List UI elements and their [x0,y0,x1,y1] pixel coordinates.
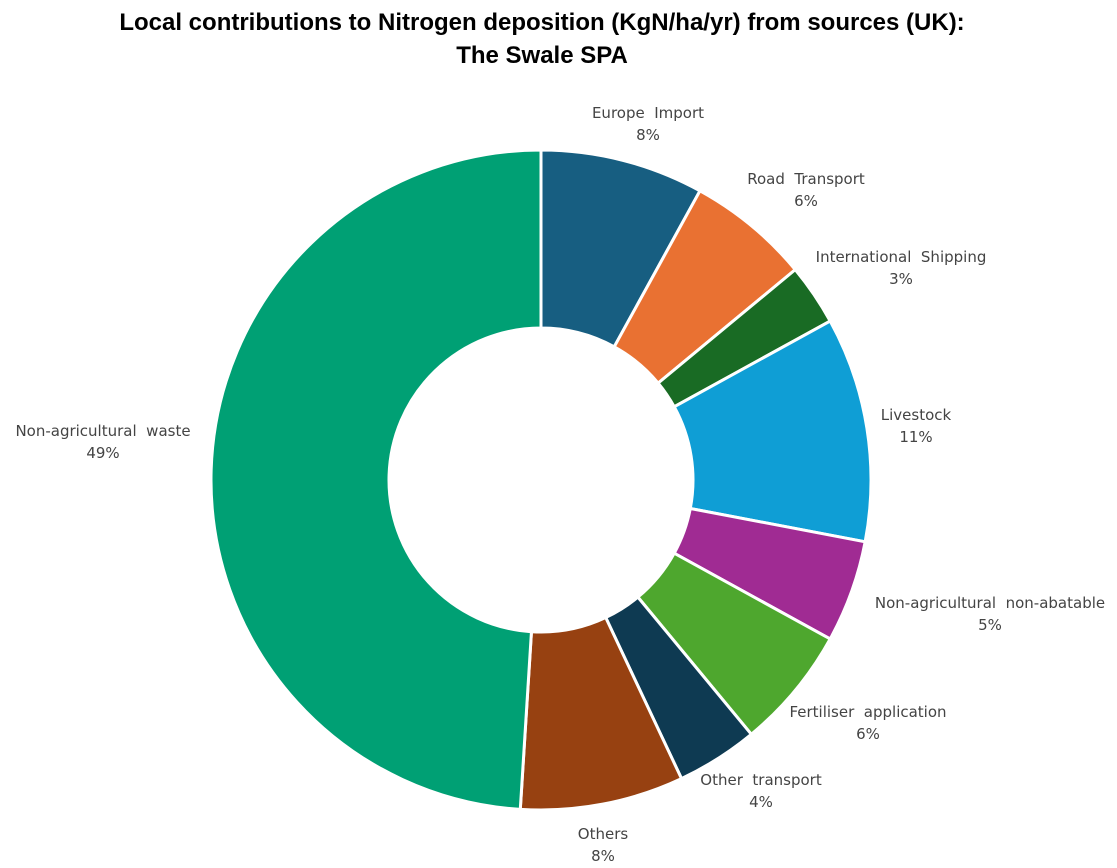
slice-label: Other transport [700,771,822,789]
slice-percent-label: 6% [794,192,818,210]
chart-title: Local contributions to Nitrogen depositi… [0,6,1084,72]
slice-labels: Europe Import 8% Road Transport 6% Internati… [15,104,1105,865]
chart-title-line2: The Swale SPA [456,42,628,69]
slice-percent-label: 4% [749,793,773,811]
slice-label: International Shipping [816,248,987,266]
slice-label: Others [578,825,629,843]
slice-percent-label: 5% [978,616,1002,634]
slice-percent-label: 6% [856,725,880,743]
slice-label: Fertiliser application [789,703,946,721]
slice-label: Road Transport [747,170,865,188]
slice-percent-label: 8% [591,847,615,865]
slice-non-agricultural-waste [209,148,543,811]
slice-label: Non-agricultural non-abatable [875,594,1105,612]
slice-label: Livestock [881,406,952,424]
slice-livestock [672,318,873,544]
slice-label: Europe Import [592,104,704,122]
slice-percent-label: 8% [636,126,660,144]
donut-slices [209,148,873,812]
slice-label: Non-agricultural waste [15,422,190,440]
chart-title-line1: Local contributions to Nitrogen depositi… [119,9,965,36]
slice-percent-label: 11% [899,428,932,446]
slice-percent-label: 49% [86,444,119,462]
slice-percent-label: 3% [889,270,913,288]
